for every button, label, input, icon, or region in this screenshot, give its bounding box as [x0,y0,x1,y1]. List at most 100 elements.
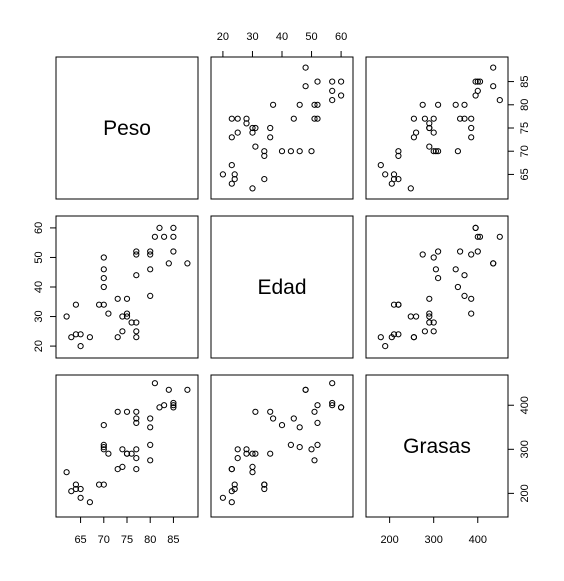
point-edad-vs-peso-36 [171,249,176,254]
point-edad-vs-peso-39 [185,261,190,266]
point-edad-vs-peso-6 [87,335,92,340]
point-edad-vs-peso-9 [101,284,106,289]
point-grasas-vs-peso-4 [78,495,83,500]
point-edad-vs-peso-38 [171,225,176,230]
point-peso-vs-grasas-23 [422,116,427,121]
point-edad-vs-grasas-22 [411,335,416,340]
tick-label-top-edad-20: 20 [217,31,229,43]
point-peso-vs-edad-12 [309,149,314,154]
point-edad-vs-grasas-12 [431,255,436,260]
tick-label-right-grasas-200: 200 [519,484,531,502]
point-edad-vs-peso-10 [101,276,106,281]
point-grasas-vs-edad-26 [312,409,317,414]
tick-label-bottom-grasas-300: 300 [425,534,443,546]
point-peso-vs-edad-34 [330,88,335,93]
point-peso-vs-edad-0 [250,186,255,191]
point-edad-vs-peso-34 [162,234,167,239]
point-edad-vs-grasas-9 [455,284,460,289]
variable-label-peso: Peso [103,117,151,140]
tick-label-left-edad-40: 40 [33,281,45,293]
point-grasas-vs-peso-31 [148,442,153,447]
point-edad-vs-grasas-20 [427,296,432,301]
point-edad-vs-peso-11 [101,267,106,272]
point-grasas-vs-edad-9 [279,423,284,428]
point-edad-vs-peso-35 [166,261,171,266]
point-peso-vs-grasas-4 [383,172,388,177]
tick-label-right-peso-70: 70 [519,145,531,157]
point-grasas-vs-peso-15 [115,409,120,414]
point-grasas-vs-edad-15 [268,409,273,414]
tick-label-bottom-peso-75: 75 [121,534,133,546]
point-grasas-vs-peso-0 [64,470,69,475]
point-grasas-vs-peso-16 [120,447,125,452]
point-peso-vs-edad-3 [262,177,267,182]
point-grasas-vs-edad-6 [229,500,234,505]
tick-label-left-edad-60: 60 [33,222,45,234]
point-grasas-vs-edad-29 [297,425,302,430]
point-peso-vs-grasas-13 [427,144,432,149]
point-edad-vs-grasas-39 [491,261,496,266]
point-peso-vs-grasas-26 [469,116,474,121]
point-grasas-vs-edad-17 [250,464,255,469]
point-peso-vs-edad-13 [253,144,258,149]
point-edad-vs-peso-29 [148,267,153,272]
point-grasas-vs-peso-35 [166,387,171,392]
point-edad-vs-grasas-15 [469,296,474,301]
point-peso-vs-grasas-17 [414,130,419,135]
tick-label-bottom-peso-80: 80 [144,534,156,546]
tick-label-bottom-peso-65: 65 [74,534,86,546]
point-grasas-vs-edad-30 [312,458,317,463]
point-grasas-vs-edad-39 [303,387,308,392]
point-edad-vs-peso-14 [115,335,120,340]
point-edad-vs-grasas-23 [422,329,427,334]
point-grasas-vs-peso-29 [148,425,153,430]
point-edad-vs-grasas-28 [462,293,467,298]
point-grasas-vs-edad-27 [315,420,320,425]
tick-label-right-peso-85: 85 [519,75,531,87]
point-edad-vs-peso-13 [106,311,111,316]
point-grasas-vs-peso-19 [124,409,129,414]
point-edad-vs-peso-28 [148,293,153,298]
point-grasas-vs-peso-6 [87,500,92,505]
point-edad-vs-peso-23 [134,329,139,334]
point-edad-vs-grasas-19 [469,311,474,316]
point-grasas-vs-peso-32 [152,381,157,386]
point-grasas-vs-peso-28 [148,416,153,421]
point-grasas-vs-peso-30 [148,458,153,463]
point-grasas-vs-edad-38 [339,405,344,410]
point-edad-vs-peso-16 [120,329,125,334]
point-grasas-vs-peso-26 [134,409,139,414]
panel-edad-vs-grasas [366,216,508,358]
tick-label-bottom-grasas-200: 200 [380,534,398,546]
point-peso-vs-grasas-29 [453,102,458,107]
point-edad-vs-grasas-16 [431,329,436,334]
point-peso-vs-grasas-35 [491,84,496,89]
point-grasas-vs-edad-28 [271,416,276,421]
point-edad-vs-peso-37 [171,234,176,239]
point-grasas-vs-peso-13 [106,451,111,456]
point-grasas-vs-edad-23 [235,456,240,461]
point-grasas-vs-peso-9 [101,423,106,428]
tick-label-bottom-peso-85: 85 [167,534,179,546]
point-peso-vs-edad-35 [303,84,308,89]
point-peso-vs-edad-25 [291,116,296,121]
point-peso-vs-edad-16 [235,130,240,135]
point-peso-vs-grasas-34 [475,88,480,93]
point-peso-vs-edad-4 [220,172,225,177]
variable-label-grasas: Grasas [403,435,471,458]
panel-grasas-vs-edad [211,375,353,517]
point-grasas-vs-peso-39 [185,387,190,392]
point-grasas-vs-edad-0 [250,470,255,475]
point-edad-vs-grasas-17 [414,314,419,319]
point-edad-vs-grasas-27 [458,249,463,254]
point-edad-vs-grasas-30 [420,252,425,257]
point-peso-vs-grasas-0 [408,186,413,191]
point-edad-vs-grasas-26 [469,252,474,257]
variable-label-edad: Edad [257,276,306,299]
point-peso-vs-grasas-6 [378,163,383,168]
point-edad-vs-grasas-4 [383,344,388,349]
tick-label-top-edad-50: 50 [305,31,317,43]
panel-peso-vs-grasas [366,57,508,199]
point-peso-vs-grasas-19 [469,125,474,130]
point-peso-vs-grasas-32 [497,98,502,103]
